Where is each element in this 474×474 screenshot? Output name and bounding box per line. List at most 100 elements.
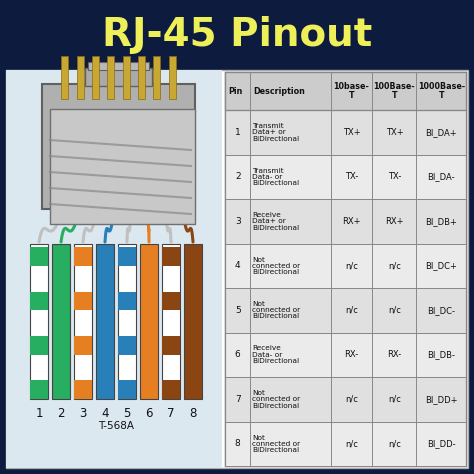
Text: Receive
Data- or
BiDirectional: Receive Data- or BiDirectional <box>253 346 300 364</box>
Text: 1000Base-
T: 1000Base- T <box>418 82 465 100</box>
Bar <box>50 109 195 224</box>
Bar <box>225 244 466 288</box>
Text: BI_DD+: BI_DD+ <box>425 395 457 404</box>
Bar <box>52 244 70 399</box>
Text: 10base-
T: 10base- T <box>334 82 369 100</box>
Text: BI_DA-: BI_DA- <box>428 172 455 181</box>
Bar <box>162 247 180 266</box>
Bar <box>118 244 136 399</box>
Bar <box>225 110 466 155</box>
Bar <box>30 247 48 266</box>
Bar <box>62 56 68 99</box>
Bar <box>30 244 48 399</box>
Text: BI_DA+: BI_DA+ <box>426 128 457 137</box>
Bar <box>225 377 466 421</box>
Text: BI_DD-: BI_DD- <box>427 439 456 448</box>
Text: 1: 1 <box>235 128 241 137</box>
Text: 4: 4 <box>101 407 109 420</box>
Bar <box>118 336 136 355</box>
Text: 7: 7 <box>167 407 175 420</box>
Text: 2: 2 <box>235 172 240 181</box>
Text: 4: 4 <box>235 261 240 270</box>
Text: Not
connected or
BiDirectional: Not connected or BiDirectional <box>253 390 301 409</box>
Text: Transmit
Data+ or
BiDirectional: Transmit Data+ or BiDirectional <box>253 123 300 142</box>
Text: RX+: RX+ <box>342 217 361 226</box>
Text: BI_DB-: BI_DB- <box>427 350 455 359</box>
Bar <box>169 56 175 99</box>
Text: n/c: n/c <box>388 306 401 315</box>
Bar <box>30 336 48 355</box>
Text: BI_DC-: BI_DC- <box>427 306 455 315</box>
Bar <box>225 199 466 244</box>
Bar <box>6 70 222 468</box>
Bar <box>162 336 180 355</box>
Bar <box>225 155 466 199</box>
Text: 3: 3 <box>79 407 87 420</box>
Text: 5: 5 <box>235 306 241 315</box>
Text: 1: 1 <box>35 407 43 420</box>
Bar <box>225 288 466 332</box>
Bar <box>138 56 145 99</box>
Text: 100Base-
T: 100Base- T <box>374 82 415 100</box>
Text: Description: Description <box>254 86 305 95</box>
Text: 7: 7 <box>235 395 241 404</box>
Text: TX+: TX+ <box>385 128 403 137</box>
Text: BI_DC+: BI_DC+ <box>425 261 457 270</box>
Bar <box>96 244 114 399</box>
Text: RX-: RX- <box>345 350 359 359</box>
Text: RJ-45 Pinout: RJ-45 Pinout <box>102 16 372 54</box>
Text: 5: 5 <box>123 407 131 420</box>
Text: 8: 8 <box>235 439 241 448</box>
Bar <box>225 72 466 466</box>
Bar <box>162 292 180 310</box>
Text: Receive
Data+ or
BiDirectional: Receive Data+ or BiDirectional <box>253 212 300 230</box>
Text: n/c: n/c <box>388 439 401 448</box>
Bar <box>225 72 466 110</box>
Bar <box>74 380 92 399</box>
Bar <box>74 244 92 399</box>
Text: TX-: TX- <box>388 172 401 181</box>
Bar <box>153 56 160 99</box>
Bar <box>74 292 92 310</box>
Text: n/c: n/c <box>388 395 401 404</box>
Bar <box>77 56 84 99</box>
Bar <box>92 56 99 99</box>
Text: Transmit
Data- or
BiDirectional: Transmit Data- or BiDirectional <box>253 167 300 186</box>
Bar <box>118 292 136 310</box>
Text: 2: 2 <box>57 407 65 420</box>
Text: 3: 3 <box>235 217 241 226</box>
Text: Not
connected or
BiDirectional: Not connected or BiDirectional <box>253 301 301 319</box>
Text: RX+: RX+ <box>385 217 404 226</box>
Bar <box>225 421 466 466</box>
Bar <box>118 380 136 399</box>
Text: 6: 6 <box>145 407 153 420</box>
Text: TX+: TX+ <box>343 128 360 137</box>
Bar <box>74 336 92 355</box>
Bar <box>42 84 195 209</box>
Text: Pin: Pin <box>228 86 242 95</box>
Bar <box>6 70 468 468</box>
Bar <box>30 380 48 399</box>
Text: n/c: n/c <box>345 261 358 270</box>
Text: n/c: n/c <box>345 395 358 404</box>
Text: n/c: n/c <box>388 261 401 270</box>
Text: 8: 8 <box>189 407 197 420</box>
Bar <box>140 244 158 399</box>
Text: T-568A: T-568A <box>98 421 134 431</box>
Bar <box>162 244 180 399</box>
Bar <box>184 244 202 399</box>
Text: Not
connected or
BiDirectional: Not connected or BiDirectional <box>253 435 301 453</box>
Text: n/c: n/c <box>345 306 358 315</box>
Text: TX-: TX- <box>345 172 358 181</box>
Bar <box>123 56 130 99</box>
Bar <box>225 332 466 377</box>
Text: BI_DB+: BI_DB+ <box>425 217 457 226</box>
Text: 6: 6 <box>235 350 241 359</box>
Bar <box>85 68 152 86</box>
Bar <box>74 247 92 266</box>
Bar <box>118 247 136 266</box>
Text: RX-: RX- <box>387 350 401 359</box>
Bar <box>107 56 114 99</box>
Bar <box>162 380 180 399</box>
Bar <box>30 292 48 310</box>
